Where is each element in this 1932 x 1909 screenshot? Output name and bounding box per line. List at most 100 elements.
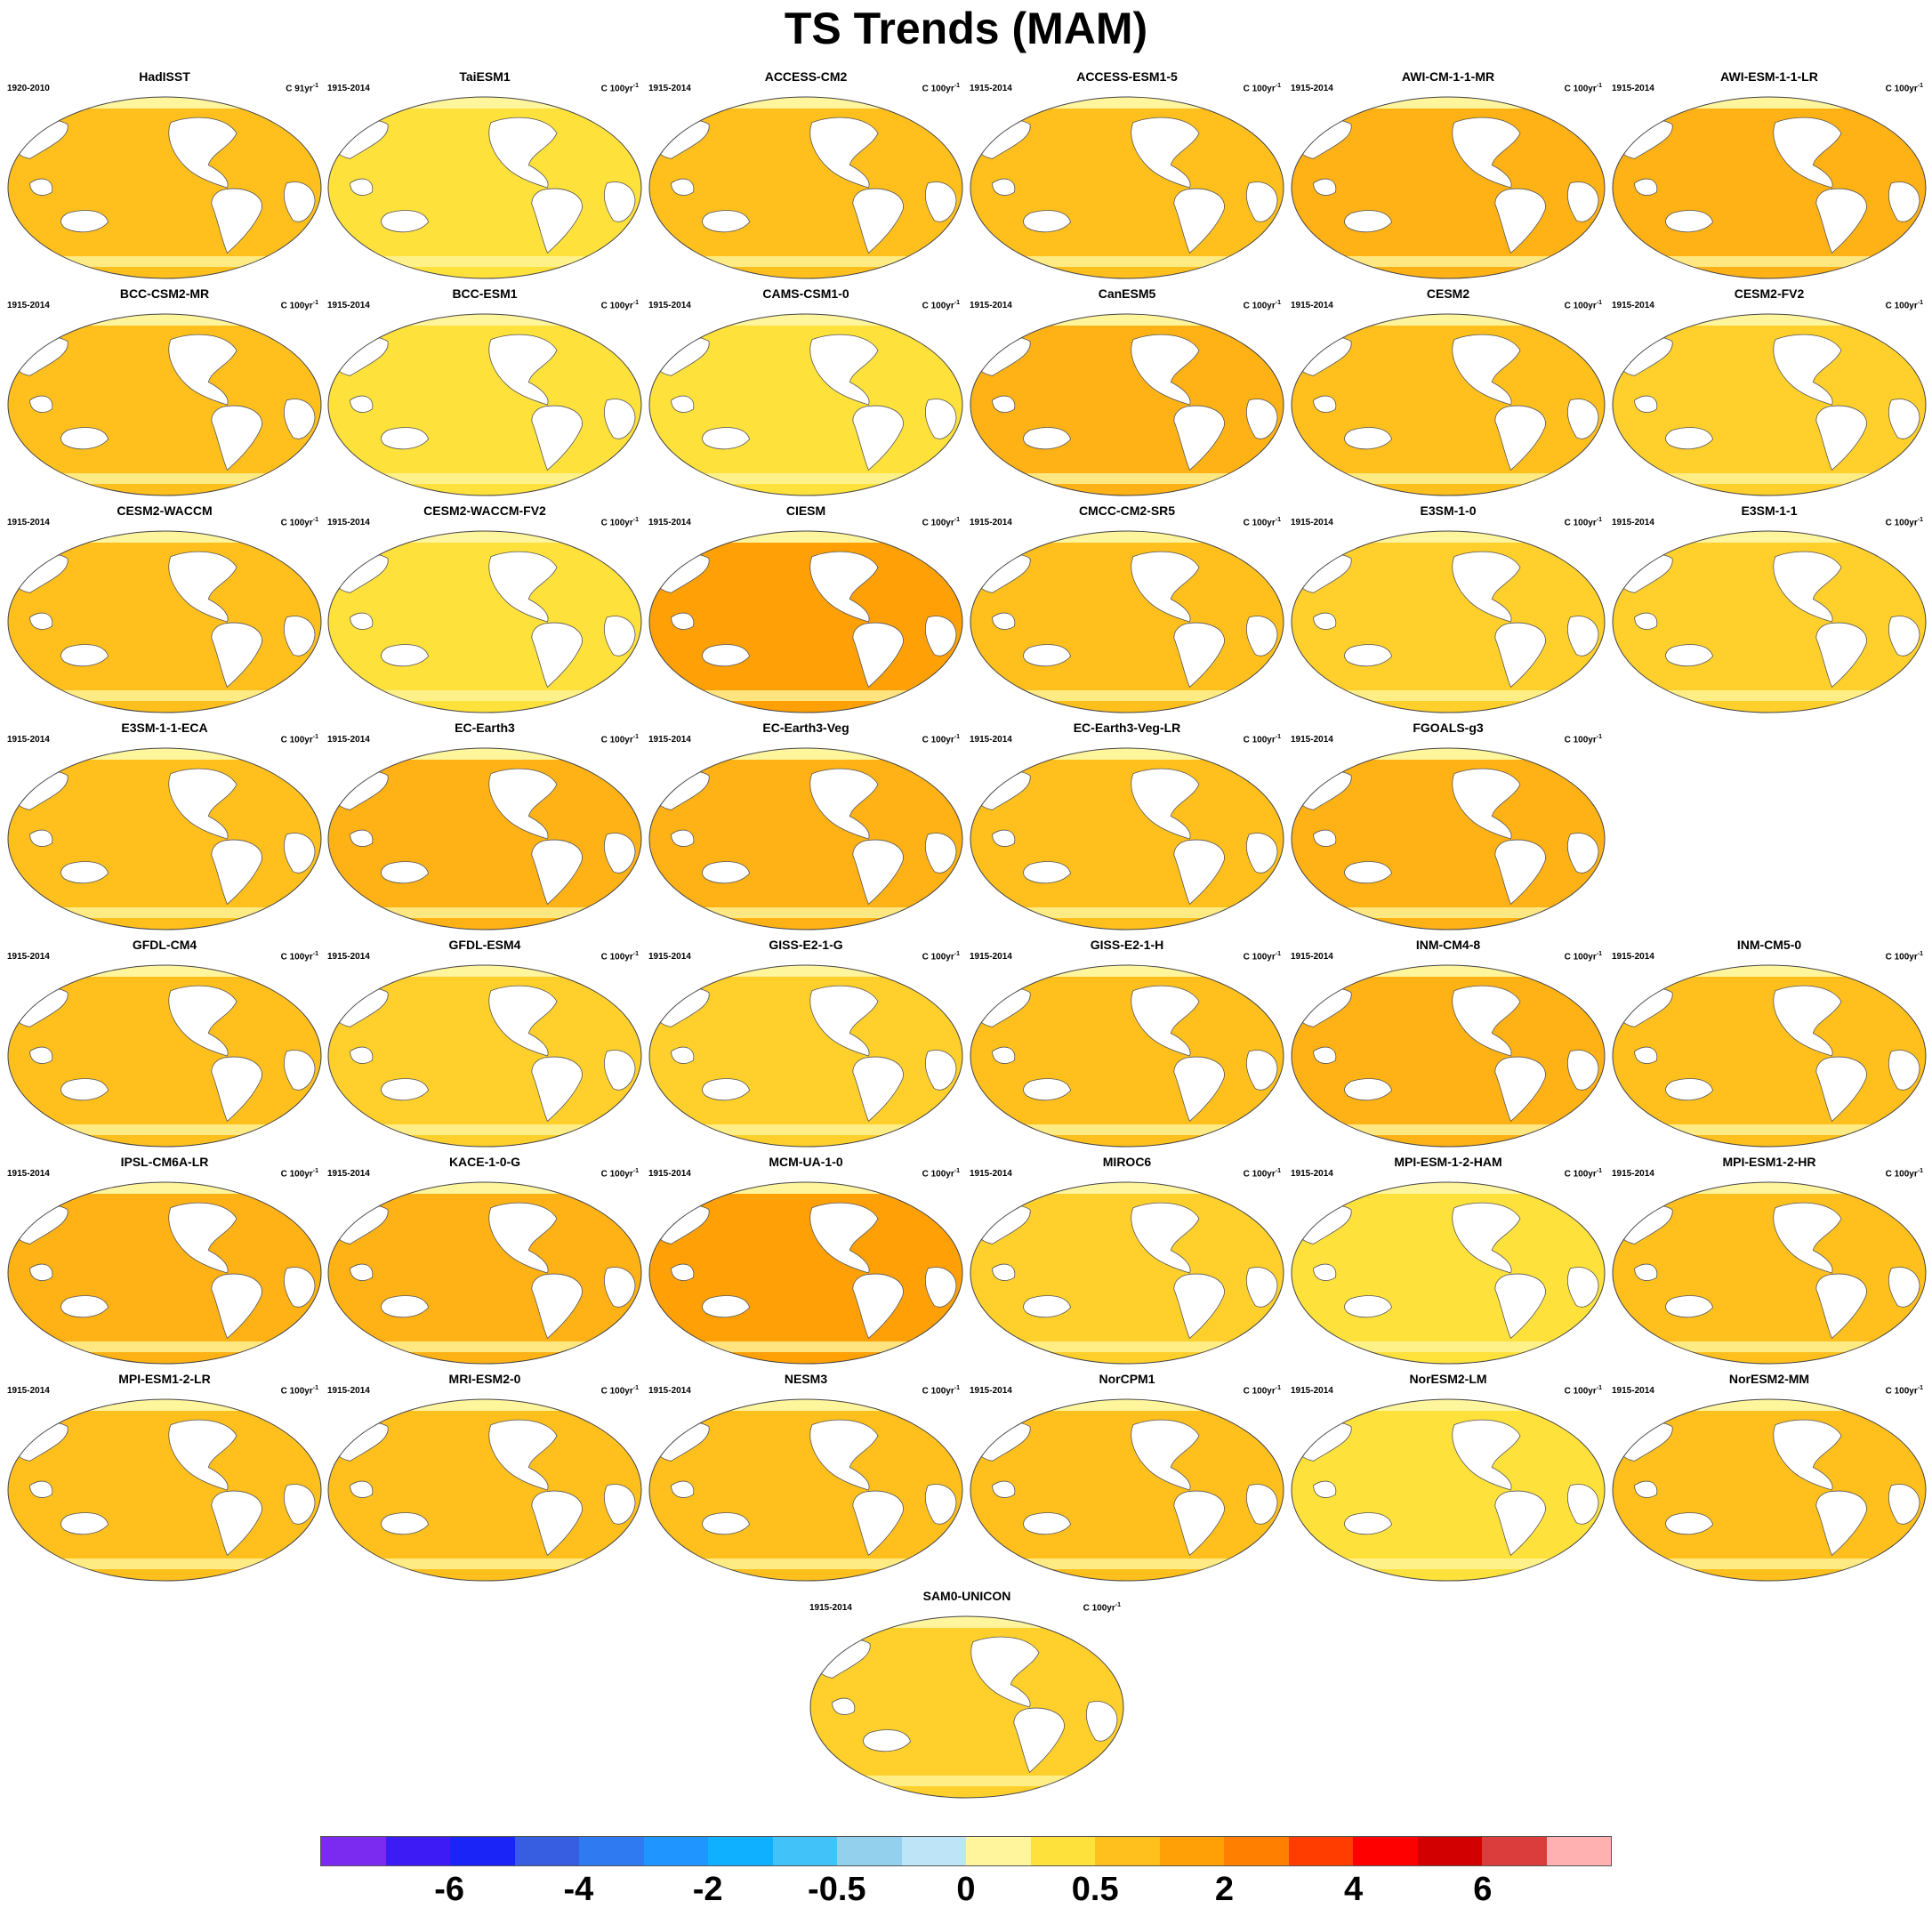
land-mass	[1131, 1202, 1200, 1274]
land-mass	[1313, 1480, 1337, 1498]
panel-units-exponent: -1	[312, 83, 318, 89]
panel-units-exponent: -1	[1917, 517, 1923, 523]
land-mass	[970, 1636, 1040, 1708]
map-border	[1291, 1181, 1606, 1365]
colorbar-box	[1546, 1837, 1611, 1865]
southern-ocean-band	[328, 473, 641, 484]
panel-units: C 100yr-1	[281, 949, 318, 963]
southern-ocean-band	[1292, 256, 1605, 267]
land-mass	[1013, 1707, 1065, 1774]
panel-units-exponent: -1	[954, 951, 960, 957]
panel-units: C 100yr-1	[1244, 298, 1281, 311]
land-mass	[809, 1202, 879, 1274]
panel-units-exponent: -1	[954, 1385, 960, 1391]
panel-units-text: C 100yr	[280, 1169, 313, 1180]
panel-units-exponent: -1	[632, 83, 639, 89]
southern-ocean-band	[328, 1341, 641, 1352]
land-mass	[1773, 117, 1842, 189]
panel-units: C 100yr-1	[1083, 1600, 1121, 1614]
land-mass	[1086, 1701, 1118, 1742]
land-mass	[168, 1419, 237, 1491]
map-panel: MPI-ESM1-2-LR 1915-2014 C 100yr-1	[5, 1372, 324, 1583]
southern-ocean-band	[970, 690, 1284, 701]
land-mass	[899, 102, 934, 119]
world-map	[7, 1181, 322, 1365]
land-mass	[1173, 1490, 1225, 1557]
land-mass	[1452, 117, 1521, 189]
southern-ocean-band	[8, 907, 321, 918]
land-mass	[1220, 319, 1255, 336]
land-mass	[1494, 1273, 1546, 1340]
land-mass	[211, 839, 262, 906]
land-mass	[1246, 1484, 1278, 1525]
map-panel: MIROC6 1915-2014 C 100yr-1	[968, 1155, 1286, 1366]
panel-units: C 100yr-1	[281, 1383, 318, 1397]
panel-period: 1915-2014	[648, 735, 691, 745]
world-map	[648, 313, 963, 496]
panel-period: 1915-2014	[648, 301, 691, 310]
southern-ocean-band	[1613, 690, 1926, 701]
arctic-band	[970, 965, 1284, 977]
land-mass	[1634, 612, 1658, 630]
panel-title: EC-Earth3	[455, 721, 515, 735]
land-mass	[1246, 616, 1278, 656]
land-mass	[1863, 102, 1897, 119]
panel-units-exponent: -1	[1596, 83, 1602, 89]
land-mass	[258, 536, 293, 553]
land-mass	[578, 319, 613, 336]
land-mass	[1567, 181, 1599, 222]
colorbar-box	[514, 1837, 579, 1865]
land-mass	[1863, 1188, 1897, 1204]
southern-ocean-band	[8, 1124, 321, 1135]
panel-title: CIESM	[785, 503, 826, 518]
southern-ocean-band	[1292, 907, 1605, 918]
land-mass	[1344, 1295, 1393, 1318]
panel-title: E3SM-1-1	[1741, 503, 1798, 518]
map-border	[648, 96, 963, 279]
land-mass	[350, 829, 374, 847]
land-mass	[1773, 1202, 1842, 1274]
panel-units: C 100yr-1	[281, 515, 318, 528]
map-panel: NorESM2-MM 1915-2014 C 100yr-1	[1610, 1372, 1928, 1583]
colorbar-box	[643, 1837, 708, 1865]
panel-units: C 100yr-1	[1565, 732, 1602, 745]
land-mass	[1220, 753, 1255, 770]
map-panel: BCC-ESM1 1915-2014 C 100yr-1	[326, 286, 644, 498]
land-mass	[925, 833, 957, 874]
arctic-band	[649, 97, 962, 109]
world-map	[970, 96, 1284, 279]
land-mass	[809, 117, 879, 189]
map-panel: GISS-E2-1-H 1915-2014 C 100yr-1	[968, 938, 1286, 1149]
panel-units-text: C 100yr	[1243, 84, 1276, 94]
world-map	[648, 964, 963, 1148]
map-panel: IPSL-CM6A-LR 1915-2014 C 100yr-1	[5, 1155, 324, 1366]
panel-units-text: C 100yr	[1885, 1386, 1918, 1397]
land-mass	[809, 1419, 879, 1491]
world-map	[648, 1398, 963, 1582]
panel-title: GFDL-CM4	[132, 938, 197, 952]
panel-units-exponent: -1	[954, 300, 960, 306]
southern-ocean-band	[810, 1776, 1123, 1786]
land-mass	[1344, 210, 1393, 233]
panel-units: C 100yr-1	[601, 81, 639, 94]
map-panel: GFDL-CM4 1915-2014 C 100yr-1	[5, 938, 324, 1149]
panel-units-text: C 100yr	[1564, 84, 1597, 94]
land-mass	[1313, 1263, 1337, 1281]
panel-units-exponent: -1	[1917, 300, 1923, 306]
colorbar	[320, 1836, 1612, 1866]
land-mass	[168, 985, 237, 1057]
colorbar-box	[772, 1837, 837, 1865]
land-mass	[1220, 1405, 1255, 1422]
panel-title: CMCC-CM2-SR5	[1078, 503, 1176, 518]
southern-ocean-band	[970, 1341, 1284, 1352]
land-mass	[284, 616, 316, 656]
land-mass	[925, 1267, 957, 1308]
arctic-band	[649, 314, 962, 326]
land-mass	[852, 1273, 904, 1340]
world-map	[970, 1181, 1284, 1365]
land-mass	[1542, 753, 1576, 770]
panel-period: 1915-2014	[648, 1169, 691, 1179]
panel-period: 1915-2014	[7, 1169, 50, 1179]
land-mass	[925, 181, 957, 222]
arctic-band	[649, 531, 962, 543]
